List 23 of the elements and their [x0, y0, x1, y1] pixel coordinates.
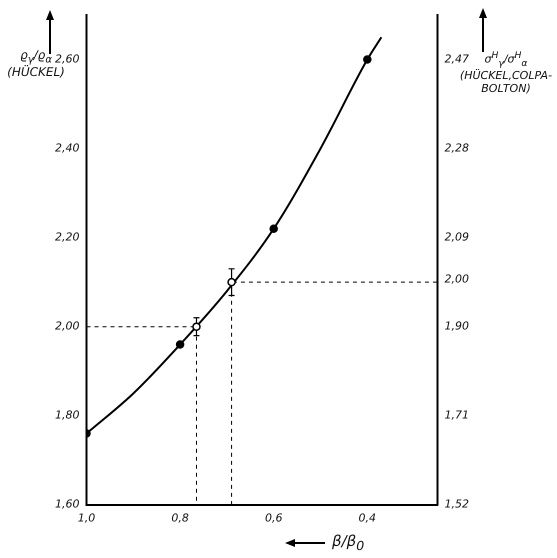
- x-tick-label: 0,4: [358, 511, 376, 524]
- y2-tick-label: 2,28: [444, 141, 470, 154]
- y2-tick-label: 2,09: [444, 230, 470, 244]
- y-tick-label: 2,40: [54, 141, 80, 154]
- x-tick-label: 0,8: [171, 511, 189, 524]
- point: [363, 55, 372, 64]
- point: [269, 224, 278, 233]
- y2-tick-label: 1,71: [444, 408, 470, 422]
- y-tick-label: 1,60: [54, 498, 80, 511]
- y-tick-label: 1,80: [54, 408, 80, 422]
- y-tick-label: 2,00: [54, 320, 80, 333]
- x-tick-label: 0,6: [264, 511, 282, 524]
- y2-tick-label: 2,00: [444, 272, 470, 286]
- point: [192, 322, 201, 331]
- y-tick-label: 2,20: [54, 230, 80, 244]
- y-tick-label: 2,60: [54, 52, 80, 66]
- point: [176, 340, 184, 349]
- y2-tick-label: 1,90: [444, 320, 470, 333]
- y2-tick-label: 1,52: [444, 498, 470, 511]
- x-axis-title: β/β$_{0}$: [332, 532, 364, 553]
- y2-tick-label: 2,47: [444, 52, 470, 66]
- point: [227, 278, 236, 286]
- x-tick-label: 1,0: [78, 511, 96, 524]
